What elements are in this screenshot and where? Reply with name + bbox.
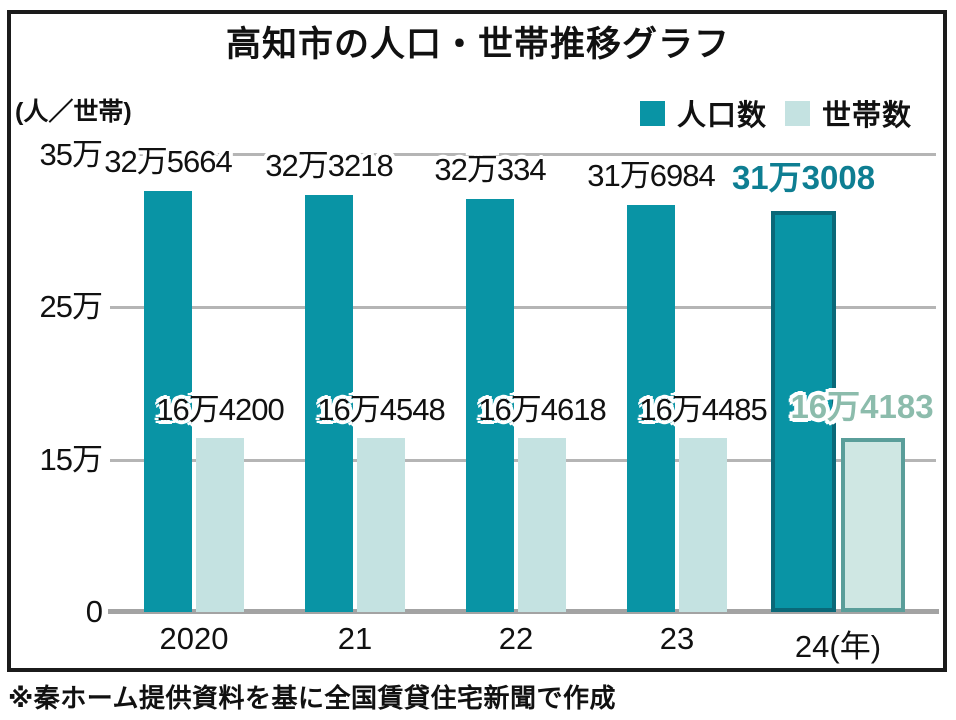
households-swatch — [784, 100, 810, 126]
bar-households-23 — [679, 438, 727, 612]
bar-households-22 — [518, 438, 566, 612]
x-label-21: 21 — [337, 621, 373, 656]
population-swatch — [639, 100, 665, 126]
x-label-22: 22 — [498, 621, 534, 656]
value-label-population-22: 32万334 — [434, 152, 546, 187]
chart-title: 高知市の人口・世帯推移グラフ — [225, 25, 731, 64]
ytick-35man: 35万 — [39, 137, 103, 172]
bar-households-24(年) — [841, 438, 905, 612]
legend-item-households: 世帯数 — [784, 92, 912, 134]
value-label-population-23: 31万6984 — [587, 158, 715, 193]
ytick-15man: 15万 — [39, 442, 103, 477]
x-label-24(年): 24(年) — [794, 629, 882, 664]
value-label-households-24(年): 16万4183 — [790, 388, 934, 425]
bar-population-24(年) — [771, 211, 836, 612]
bar-population-21 — [305, 195, 353, 612]
legend-label-population: 人口数 — [676, 100, 767, 132]
bar-population-2020 — [144, 191, 192, 612]
legend-label-households: 世帯数 — [821, 100, 912, 132]
source-note: ※秦ホーム提供資料を基に全国賃貸住宅新聞で作成 — [8, 683, 616, 713]
bar-households-2020 — [196, 438, 244, 612]
gridline-35man — [110, 153, 936, 156]
ytick-0: 0 — [85, 594, 103, 629]
value-label-households-21: 16万4548 — [317, 392, 445, 427]
x-label-23: 23 — [659, 621, 695, 656]
legend-item-population: 人口数 — [639, 92, 767, 134]
value-label-population-2020: 32万5664 — [104, 144, 232, 179]
value-label-population-24(年): 31万3008 — [731, 159, 876, 196]
value-label-households-23: 16万4485 — [639, 392, 767, 427]
legend: 人口数 世帯数 — [639, 92, 912, 134]
bar-population-22 — [466, 199, 514, 612]
bar-population-23 — [627, 205, 675, 612]
bar-households-21 — [357, 438, 405, 612]
value-label-population-21: 32万3218 — [265, 148, 393, 183]
axis-unit-label: (人／世帯) — [15, 98, 132, 126]
ytick-25man: 25万 — [39, 289, 103, 324]
value-label-households-22: 16万4618 — [478, 392, 606, 427]
x-label-2020: 2020 — [159, 621, 229, 656]
value-label-households-2020: 16万4200 — [156, 392, 284, 427]
gridline-25man — [110, 306, 936, 309]
